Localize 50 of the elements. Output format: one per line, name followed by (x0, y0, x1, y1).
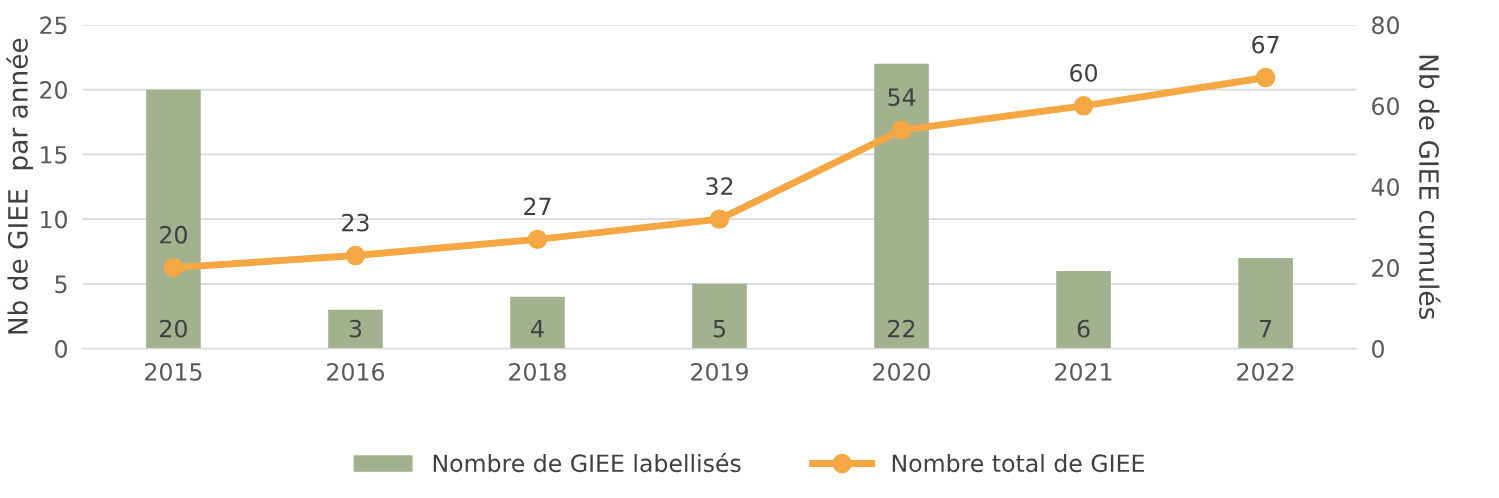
point (1073, 96, 1094, 116)
bar (1056, 270, 1111, 349)
y-tick-label: 10 (41, 210, 67, 229)
point (345, 245, 366, 266)
data-label: 6 (1077, 319, 1090, 338)
point (1255, 67, 1276, 88)
point (709, 209, 730, 229)
data-label: 20 (160, 225, 187, 244)
x-tick-label: 2022 (1237, 362, 1294, 381)
data-label: 7 (1260, 320, 1272, 338)
y2-tick-label: 0 (1372, 340, 1384, 358)
bar (1238, 257, 1293, 349)
y2-tick-label: 40 (1371, 178, 1399, 197)
y-tick-label: 5 (55, 275, 67, 294)
point (163, 257, 184, 278)
x-tick-label: 2020 (873, 362, 931, 381)
data-label: 3 (349, 319, 362, 338)
bar (510, 296, 565, 349)
y-axis-title: Nb de GIEE par année (6, 38, 33, 334)
y-tick-label: 20 (40, 81, 67, 99)
bar (692, 283, 747, 349)
bar (146, 89, 201, 349)
legend-label: Nombre de GIEE labellisés (433, 452, 741, 473)
data-label: 67 (1252, 35, 1279, 54)
data-label: 60 (1070, 63, 1098, 82)
data-label: 20 (160, 319, 187, 338)
y-tick-label: 0 (55, 340, 67, 358)
x-tick-label: 2015 (145, 362, 202, 381)
point (891, 120, 912, 140)
point (527, 229, 548, 250)
data-label: 5 (713, 320, 725, 338)
data-label: 23 (342, 213, 369, 232)
bar (328, 309, 383, 349)
y-tick-label: 15 (41, 146, 67, 164)
data-label: 4 (531, 320, 544, 338)
x-tick-label: 2021 (1055, 362, 1112, 381)
y-tick-label: 25 (40, 16, 67, 35)
y2-tick-label: 80 (1372, 16, 1399, 35)
y2-tick-label: 60 (1372, 97, 1399, 116)
data-label: 54 (888, 88, 916, 107)
legend-label: Nombre total de GIEE (892, 453, 1144, 473)
bar (874, 63, 929, 349)
data-label: 32 (706, 177, 733, 196)
x-tick-label: 2018 (509, 362, 566, 381)
y2-axis-title: Nb de GIEE cumulés (1418, 55, 1441, 320)
y2-tick-label: 20 (1372, 259, 1399, 277)
data-label: 22 (888, 319, 915, 338)
x-tick-label: 2016 (327, 362, 385, 381)
x-tick-label: 2019 (691, 362, 748, 381)
data-label: 27 (524, 197, 551, 216)
